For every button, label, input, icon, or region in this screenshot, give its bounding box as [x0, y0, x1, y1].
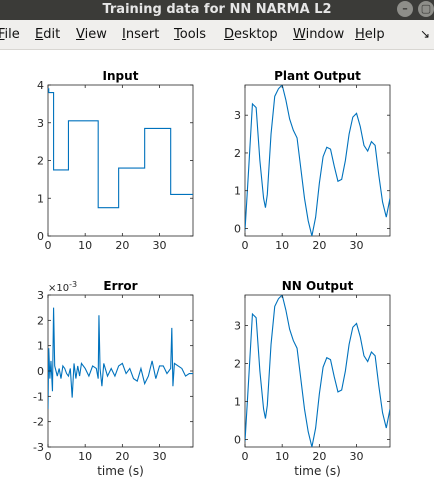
- axes-3: 0 10 20 30 -3 -2 -1 0 1 2 3 Error time (s) ×10-3: [33, 279, 194, 478]
- y-tick-label: 3: [234, 109, 241, 122]
- menu-file[interactable]: File: [0, 27, 20, 42]
- x-tick-label: 10: [275, 239, 289, 252]
- axes-frame: [47, 84, 194, 237]
- arrow-icon[interactable]: ↘: [420, 27, 431, 41]
- x-tick-label: 0: [45, 450, 52, 463]
- axes-frame: [244, 84, 391, 237]
- axes-2: 0 10 20 30 0 1 2 3 Plant Output: [234, 69, 391, 252]
- x-tick-label: 30: [153, 450, 167, 463]
- y-tick-label: 2: [234, 357, 241, 370]
- x-axis-label: time (s): [294, 464, 341, 478]
- axes-title: Error: [103, 279, 137, 293]
- axes-1: 0 10 20 30 0 1 2 3 4 Input: [37, 69, 194, 252]
- menu-window[interactable]: Window: [293, 27, 345, 42]
- y-tick-label: -2: [33, 416, 44, 429]
- x-axis-label: time (s): [97, 464, 144, 478]
- axes-title: Input: [103, 69, 139, 83]
- y-tick-label: 1: [234, 185, 241, 198]
- menubar: File Edit View Insert Tools Desktop Wind…: [0, 20, 434, 50]
- y-tick-label: -3: [33, 441, 44, 454]
- menu-tools[interactable]: Tools: [174, 27, 207, 42]
- series-line: [48, 88, 193, 209]
- x-tick-label: 30: [350, 239, 364, 252]
- y-tick-label: 0: [37, 365, 44, 378]
- axes-title: NN Output: [282, 279, 354, 293]
- y-tick-label: 3: [234, 319, 241, 332]
- x-tick-label: 20: [312, 239, 326, 252]
- x-tick-label: 20: [115, 239, 129, 252]
- y-tick-label: 0: [234, 222, 241, 235]
- series-line: [245, 295, 390, 447]
- y-tick-label: 4: [37, 79, 44, 92]
- x-tick-label: 30: [153, 239, 167, 252]
- y-tick-label: 0: [37, 230, 44, 243]
- y-tick-label: 2: [37, 155, 44, 168]
- y-tick-label: 1: [37, 340, 44, 353]
- figure-area: 0 10 20 30 0 1 2 3 4 Input 0 10 20 30 0 1 2 3 Plant Output…: [0, 50, 434, 490]
- x-tick-label: 20: [312, 450, 326, 463]
- x-tick-label: 10: [78, 450, 92, 463]
- axes-frame: [244, 294, 391, 448]
- x-tick-label: 20: [115, 450, 129, 463]
- menu-insert[interactable]: Insert: [122, 27, 160, 42]
- x-tick-label: 0: [242, 450, 249, 463]
- window-title: Training data for NN NARMA L2: [102, 2, 332, 17]
- menu-help[interactable]: Help: [355, 27, 385, 42]
- x-tick-label: 10: [275, 450, 289, 463]
- menu-view[interactable]: View: [76, 27, 107, 42]
- y-tick-label: -1: [33, 390, 44, 403]
- y-tick-label: 3: [37, 117, 44, 130]
- y-tick-label: 3: [37, 289, 44, 302]
- x-tick-label: 10: [78, 239, 92, 252]
- x-tick-label: 0: [242, 239, 249, 252]
- window-titlebar[interactable]: Training data for NN NARMA L2 – ▢: [0, 0, 434, 20]
- x-tick-label: 0: [45, 239, 52, 252]
- series-line: [48, 307, 193, 410]
- y-tick-label: 0: [234, 433, 241, 446]
- series-line: [245, 85, 390, 236]
- menu-edit[interactable]: Edit: [35, 27, 61, 42]
- y-tick-label: 1: [234, 395, 241, 408]
- y-tick-label: 2: [37, 314, 44, 327]
- y-tick-label: 1: [37, 192, 44, 205]
- x-tick-label: 30: [350, 450, 364, 463]
- axes-4: 0 10 20 30 0 1 2 3 NN Output time (s): [234, 279, 391, 478]
- axis-exponent: ×10-3: [48, 280, 77, 294]
- axes-title: Plant Output: [274, 69, 361, 83]
- menu-desktop[interactable]: Desktop: [224, 27, 278, 42]
- y-tick-label: 2: [234, 147, 241, 160]
- minimize-button[interactable]: –: [397, 1, 413, 17]
- maximize-button[interactable]: ▢: [418, 1, 434, 17]
